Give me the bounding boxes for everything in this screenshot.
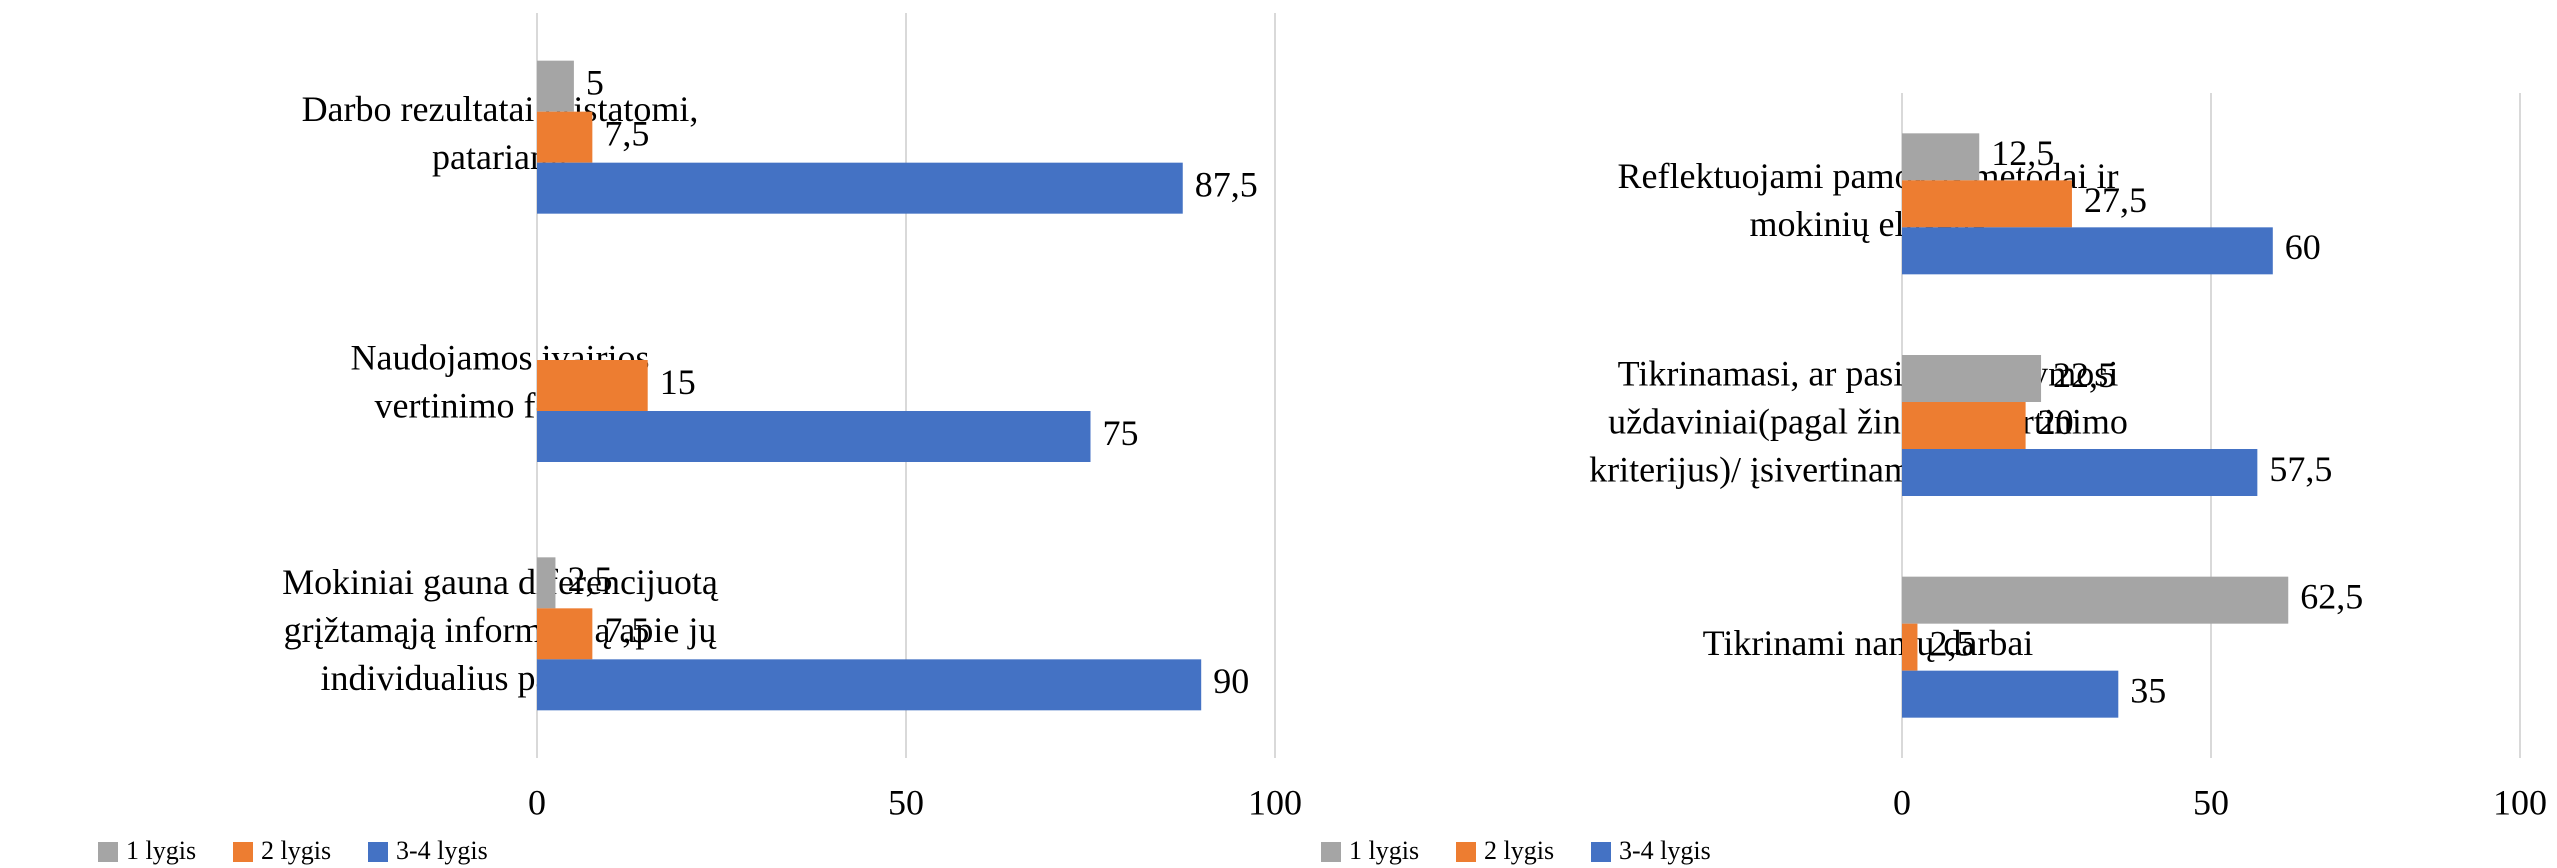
legend-label: 1 lygis [126, 836, 196, 865]
legend-swatch [368, 842, 388, 862]
bar [1902, 402, 2026, 449]
data-label: 62,5 [2300, 576, 2363, 616]
bar [1902, 623, 1918, 671]
bar [1902, 449, 2258, 496]
legend-label: 2 lygis [1484, 836, 1554, 865]
data-label: 22,5 [2053, 355, 2116, 395]
legend-label: 3-4 lygis [396, 836, 488, 865]
data-label: 7,5 [604, 113, 649, 153]
legend-label: 2 lygis [261, 836, 331, 865]
bar [1902, 576, 2289, 624]
bar [1902, 227, 2273, 275]
x-tick-label: 50 [888, 782, 924, 822]
data-label: 2,5 [1929, 623, 1974, 663]
legend-label: 3-4 lygis [1619, 836, 1711, 865]
data-label: 12,5 [1991, 133, 2054, 173]
x-tick-label: 100 [1248, 782, 1302, 822]
bar [1902, 180, 2072, 228]
data-label: 75 [1103, 413, 1139, 453]
data-label: 20 [2038, 402, 2074, 442]
data-label: 60 [2285, 227, 2321, 267]
x-tick-label: 0 [1893, 782, 1911, 822]
bar [537, 411, 1091, 462]
legend-swatch [1591, 842, 1611, 862]
category-label: Tikrinami namų darbai [1703, 623, 2034, 663]
data-label: 90 [1213, 661, 1249, 701]
bar [537, 111, 593, 163]
bar [1902, 133, 1980, 181]
bar [537, 608, 593, 660]
data-label: 57,5 [2269, 449, 2332, 489]
legend-label: 1 lygis [1349, 836, 1419, 865]
data-label: 5 [586, 62, 604, 102]
x-tick-label: 100 [2493, 782, 2547, 822]
legend-swatch [1456, 842, 1476, 862]
bar [1902, 355, 2042, 402]
bar [537, 360, 648, 411]
x-tick-label: 50 [2193, 782, 2229, 822]
data-label: 2,5 [567, 559, 612, 599]
data-label: 15 [660, 362, 696, 402]
data-label: 87,5 [1195, 164, 1258, 204]
legend-swatch [98, 842, 118, 862]
bar [537, 659, 1202, 711]
data-label: 35 [2130, 670, 2166, 710]
data-label: 27,5 [2084, 180, 2147, 220]
data-label: 7,5 [604, 610, 649, 650]
bar [537, 60, 574, 112]
bar [537, 557, 556, 609]
legend-swatch [1321, 842, 1341, 862]
x-tick-label: 0 [528, 782, 546, 822]
bar [1902, 670, 2119, 718]
bar [537, 162, 1183, 214]
legend-swatch [233, 842, 253, 862]
